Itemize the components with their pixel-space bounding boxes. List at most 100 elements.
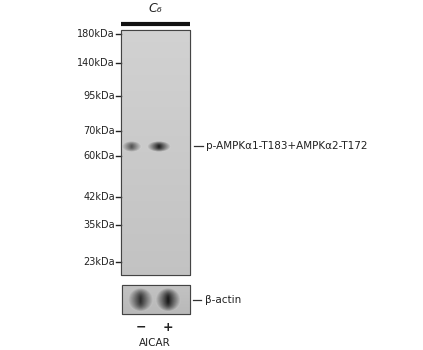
Ellipse shape xyxy=(168,298,169,302)
Ellipse shape xyxy=(126,143,137,150)
Bar xyxy=(122,310,190,312)
Ellipse shape xyxy=(156,144,162,149)
Text: 23kDa: 23kDa xyxy=(83,257,115,267)
Ellipse shape xyxy=(126,143,137,150)
Bar xyxy=(121,169,190,173)
Bar xyxy=(122,301,190,303)
Ellipse shape xyxy=(137,294,144,306)
Bar xyxy=(121,161,190,164)
Ellipse shape xyxy=(148,141,170,151)
Ellipse shape xyxy=(133,291,148,309)
Bar xyxy=(122,306,190,307)
Bar xyxy=(121,152,190,156)
Ellipse shape xyxy=(130,145,133,148)
Ellipse shape xyxy=(157,288,180,311)
Ellipse shape xyxy=(131,146,132,147)
Bar xyxy=(121,62,190,66)
Bar xyxy=(121,132,190,136)
Text: AICAR: AICAR xyxy=(138,338,170,348)
Bar xyxy=(121,83,190,87)
Ellipse shape xyxy=(125,142,138,150)
Bar xyxy=(121,116,190,120)
Ellipse shape xyxy=(154,143,164,150)
Ellipse shape xyxy=(138,295,143,305)
Bar xyxy=(121,50,190,54)
Ellipse shape xyxy=(147,141,171,152)
Bar xyxy=(121,205,190,210)
Bar xyxy=(122,294,190,295)
Ellipse shape xyxy=(151,142,167,150)
Ellipse shape xyxy=(157,289,179,311)
Bar xyxy=(121,95,190,99)
Ellipse shape xyxy=(154,144,164,149)
Bar xyxy=(121,254,190,259)
Ellipse shape xyxy=(124,142,140,151)
Bar xyxy=(121,263,190,267)
Ellipse shape xyxy=(152,143,166,150)
Ellipse shape xyxy=(122,141,141,152)
Bar xyxy=(121,38,190,42)
Bar xyxy=(121,107,190,111)
Bar xyxy=(121,185,190,189)
Bar xyxy=(121,193,190,197)
Bar xyxy=(122,285,190,315)
Ellipse shape xyxy=(153,143,165,150)
Ellipse shape xyxy=(158,145,160,147)
Bar xyxy=(122,293,190,294)
Ellipse shape xyxy=(123,141,140,151)
Ellipse shape xyxy=(140,298,141,302)
Ellipse shape xyxy=(137,293,145,307)
Bar xyxy=(121,58,190,62)
Ellipse shape xyxy=(130,289,151,310)
Bar xyxy=(121,91,190,95)
Ellipse shape xyxy=(122,141,141,152)
Ellipse shape xyxy=(138,295,143,304)
Text: p-AMPKα1-T183+AMPKα2-T172: p-AMPKα1-T183+AMPKα2-T172 xyxy=(206,141,368,152)
Ellipse shape xyxy=(167,296,170,304)
Bar xyxy=(121,87,190,91)
Text: C₆: C₆ xyxy=(149,2,163,15)
Bar xyxy=(121,144,190,148)
Bar xyxy=(121,42,190,46)
Bar xyxy=(121,267,190,271)
Ellipse shape xyxy=(132,290,149,309)
Ellipse shape xyxy=(162,292,174,308)
Ellipse shape xyxy=(165,295,171,305)
Ellipse shape xyxy=(156,288,180,311)
Ellipse shape xyxy=(155,144,162,149)
Bar xyxy=(122,313,190,315)
Ellipse shape xyxy=(159,290,177,309)
Ellipse shape xyxy=(155,288,181,312)
Ellipse shape xyxy=(125,142,138,150)
Bar xyxy=(121,164,190,169)
Ellipse shape xyxy=(125,142,139,151)
Bar xyxy=(121,218,190,222)
Ellipse shape xyxy=(162,292,174,308)
Bar xyxy=(121,259,190,263)
Ellipse shape xyxy=(160,290,176,309)
Bar xyxy=(121,214,190,218)
Ellipse shape xyxy=(150,142,168,151)
Bar xyxy=(122,289,190,291)
Bar xyxy=(121,46,190,50)
Bar xyxy=(122,285,190,315)
Bar xyxy=(122,285,190,287)
Ellipse shape xyxy=(128,288,153,311)
Bar xyxy=(121,111,190,116)
Ellipse shape xyxy=(129,144,135,149)
Ellipse shape xyxy=(135,292,147,308)
Bar xyxy=(122,288,190,289)
Ellipse shape xyxy=(123,141,141,152)
Bar xyxy=(122,291,190,293)
Ellipse shape xyxy=(150,142,168,151)
Ellipse shape xyxy=(163,292,173,307)
Ellipse shape xyxy=(149,142,169,151)
Bar xyxy=(121,238,190,242)
Ellipse shape xyxy=(167,296,169,303)
Bar xyxy=(121,124,190,128)
Ellipse shape xyxy=(157,145,162,148)
Text: 35kDa: 35kDa xyxy=(83,220,115,230)
Ellipse shape xyxy=(135,292,146,308)
Ellipse shape xyxy=(129,288,152,311)
Ellipse shape xyxy=(159,289,178,310)
